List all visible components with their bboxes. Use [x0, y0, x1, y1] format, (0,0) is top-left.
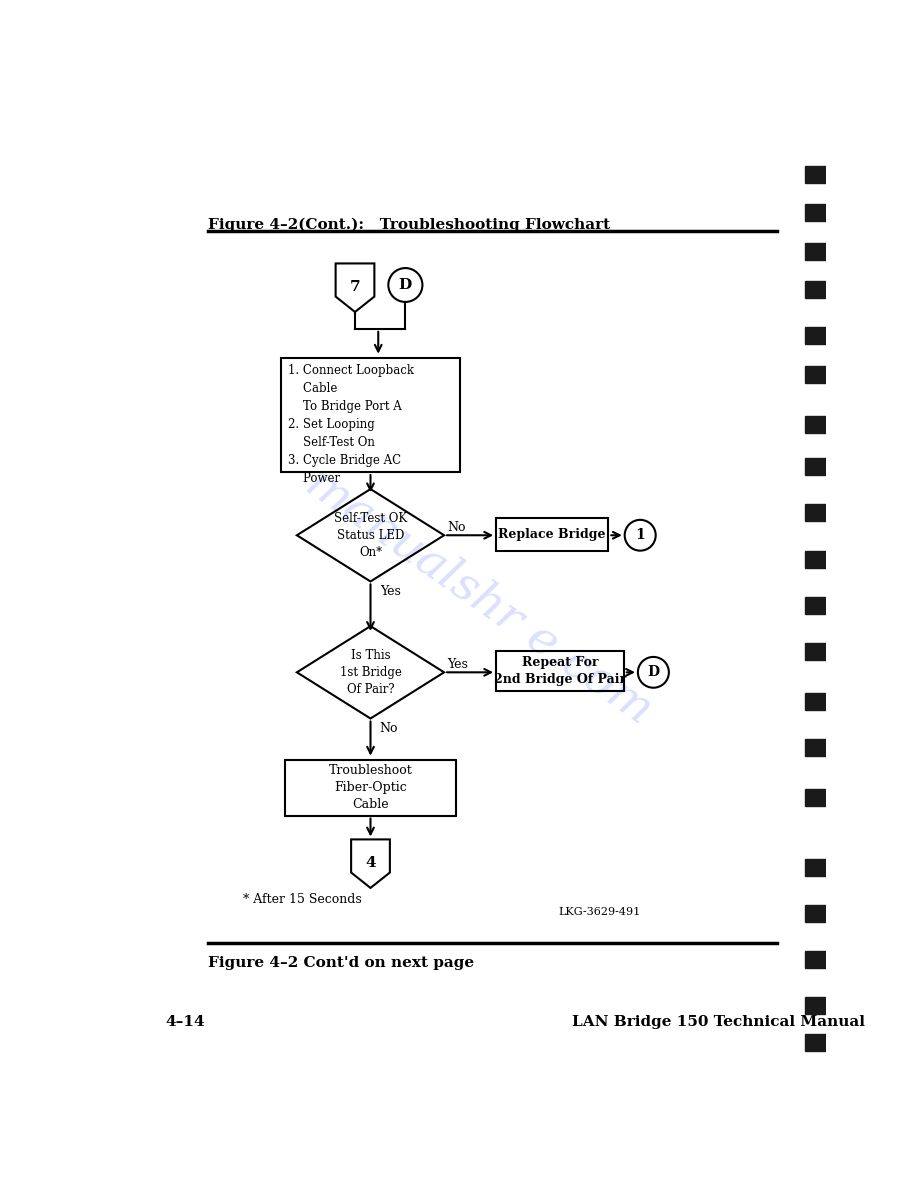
- Text: 4: 4: [365, 857, 375, 871]
- Bar: [804, 165, 826, 183]
- Bar: [804, 282, 826, 298]
- Text: manualshr e.com: manualshr e.com: [297, 460, 661, 733]
- Text: Yes: Yes: [380, 586, 400, 599]
- Bar: [804, 693, 826, 710]
- Bar: [804, 1035, 826, 1051]
- Bar: [804, 505, 826, 522]
- Bar: [804, 459, 826, 475]
- Bar: [804, 242, 826, 260]
- Text: * After 15 Seconds: * After 15 Seconds: [242, 893, 362, 906]
- Text: LKG-3629-491: LKG-3629-491: [558, 908, 640, 917]
- Text: 1. Connect Loopback
    Cable
    To Bridge Port A
2. Set Looping
    Self-Test : 1. Connect Loopback Cable To Bridge Port…: [287, 365, 414, 486]
- Text: 1: 1: [635, 529, 645, 542]
- Bar: [804, 859, 826, 876]
- Bar: [804, 551, 826, 568]
- Bar: [282, 358, 460, 472]
- Bar: [285, 760, 455, 815]
- Bar: [804, 596, 826, 614]
- Bar: [804, 328, 826, 345]
- Text: Is This
1st Bridge
Of Pair?: Is This 1st Bridge Of Pair?: [340, 649, 401, 696]
- Bar: [804, 366, 826, 383]
- Text: No: No: [447, 522, 465, 535]
- Text: 4–14: 4–14: [165, 1015, 205, 1029]
- Text: Troubleshoot
Fiber-Optic
Cable: Troubleshoot Fiber-Optic Cable: [329, 764, 412, 811]
- Bar: [804, 643, 826, 661]
- Bar: [804, 905, 826, 922]
- Text: Figure 4–2 Cont'd on next page: Figure 4–2 Cont'd on next page: [207, 956, 474, 971]
- Bar: [804, 997, 826, 1015]
- Text: Self-Test OK
Status LED
On*: Self-Test OK Status LED On*: [334, 512, 407, 558]
- Bar: [496, 518, 609, 551]
- Text: D: D: [647, 665, 659, 680]
- Text: Figure 4–2(Cont.):   Troubleshooting Flowchart: Figure 4–2(Cont.): Troubleshooting Flowc…: [207, 219, 610, 233]
- Text: Replace Bridge: Replace Bridge: [498, 527, 606, 541]
- Text: No: No: [380, 722, 398, 735]
- Bar: [804, 789, 826, 807]
- Text: Yes: Yes: [447, 658, 468, 671]
- Bar: [804, 739, 826, 757]
- Text: LAN Bridge 150 Technical Manual: LAN Bridge 150 Technical Manual: [572, 1015, 865, 1029]
- Bar: [804, 416, 826, 432]
- Text: 7: 7: [350, 280, 360, 295]
- Bar: [804, 204, 826, 221]
- Text: Repeat For
2nd Bridge Of Pair: Repeat For 2nd Bridge Of Pair: [494, 656, 626, 685]
- Bar: [804, 952, 826, 968]
- Text: D: D: [398, 278, 412, 292]
- Bar: [496, 651, 624, 690]
